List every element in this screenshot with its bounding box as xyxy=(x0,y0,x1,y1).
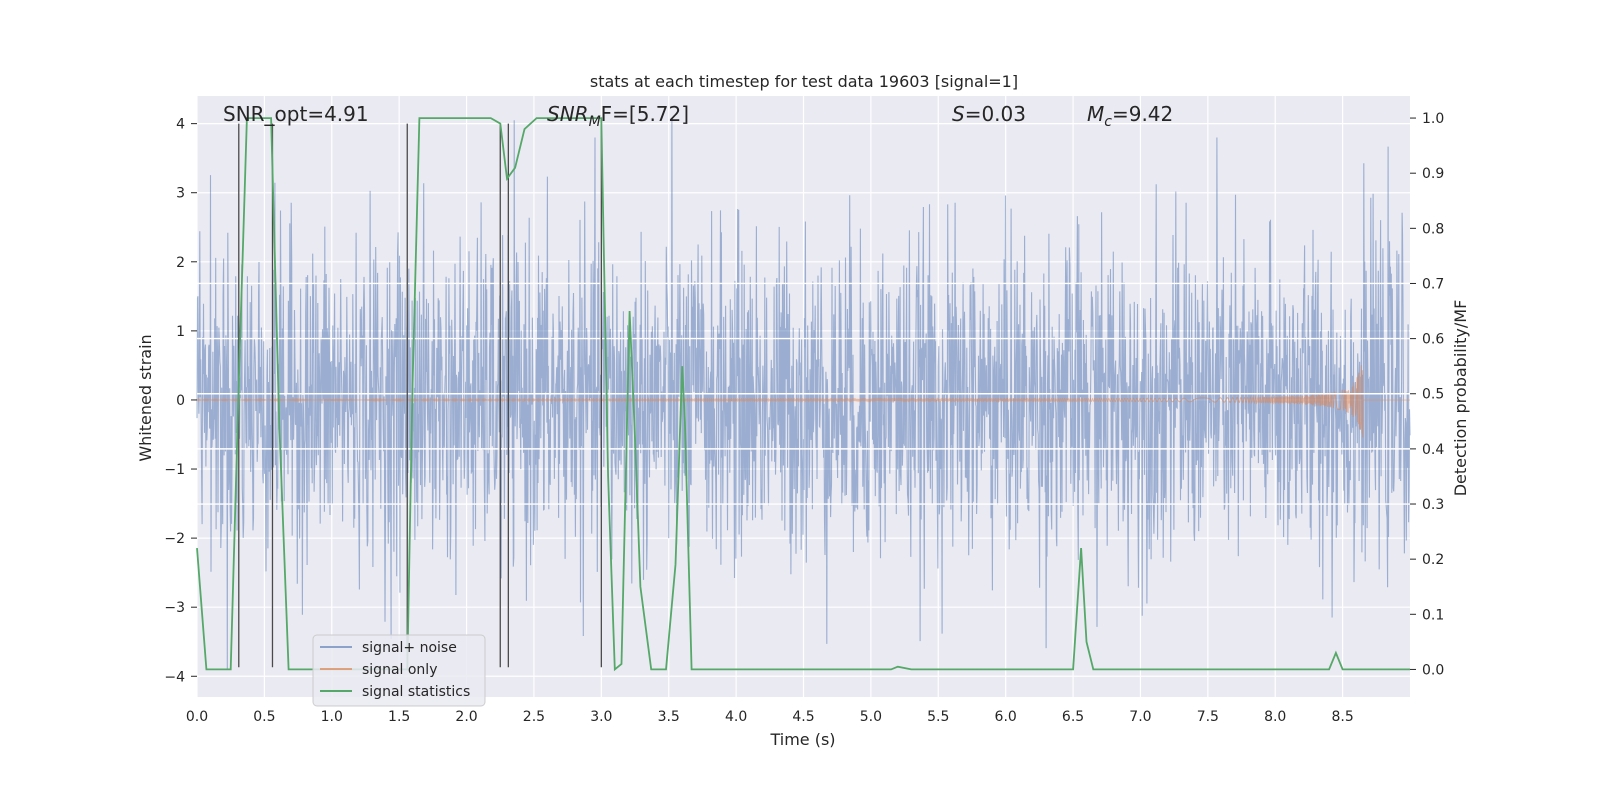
x-tick-label: 5.0 xyxy=(860,709,882,725)
x-tick-label: 4.0 xyxy=(725,709,747,725)
legend-box xyxy=(312,634,486,707)
x-tick-label: 6.0 xyxy=(995,709,1017,725)
mc-subscript: c xyxy=(1104,114,1112,130)
x-tick-label: 3.5 xyxy=(658,709,680,725)
y-tick-label: −2 xyxy=(164,531,185,547)
x-tick-label: 2.5 xyxy=(523,709,545,725)
y-right-tick-label: 0.1 xyxy=(1422,607,1444,623)
y-right-tick-label: 1.0 xyxy=(1422,111,1444,127)
y-right-tick-label: 0.6 xyxy=(1422,332,1444,348)
snr-mf-main: SNR xyxy=(547,102,589,126)
y-axis-right-ticks: 1.0 0.9 0.8 0.7 0.6 0.5 0.4 0.3 0.2 0.1 0.0 xyxy=(1410,111,1444,678)
y-tick-label: 3 xyxy=(176,186,185,202)
noise-trace xyxy=(196,120,1411,669)
x-tick-label: 6.5 xyxy=(1062,709,1084,725)
s-variable: S xyxy=(952,102,965,126)
horizontal-reference-lines xyxy=(197,282,1410,505)
s-value: =0.03 xyxy=(965,102,1026,126)
statistics-trace xyxy=(196,117,1410,672)
y-right-tick-label: 0.7 xyxy=(1422,276,1444,292)
x-tick-label: 1.0 xyxy=(321,709,343,725)
y-tick-label: 4 xyxy=(176,117,185,133)
y-right-tick-label: 0.9 xyxy=(1422,166,1444,182)
signal-plus-noise-series xyxy=(196,120,1411,669)
snr-mf-subscript: M xyxy=(589,114,601,130)
legend-label-noise: signal+ noise xyxy=(362,640,457,656)
chart-title: stats at each timestep for test data 196… xyxy=(590,72,1018,91)
y-right-tick-label: 0.2 xyxy=(1422,552,1444,568)
snr-mf-annotation: SNRMF=[5.72] xyxy=(547,102,689,130)
x-tick-label: 5.5 xyxy=(927,709,949,725)
x-tick-label: 7.0 xyxy=(1129,709,1151,725)
signal-statistics-series xyxy=(196,117,1410,672)
x-tick-label: 0.0 xyxy=(186,709,208,725)
x-tick-label: 8.5 xyxy=(1331,709,1353,725)
legend-label-signal: signal only xyxy=(362,662,437,678)
signal-trace xyxy=(196,365,1410,438)
snr-mf-value: F=[5.72] xyxy=(601,102,689,126)
y-right-tick-label: 0.5 xyxy=(1422,387,1444,403)
y-axis-ticks: 4 3 2 1 0 −1 −2 −3 −4 xyxy=(164,117,197,685)
grid-lines xyxy=(196,96,1410,697)
y-axis-label: Whitened strain xyxy=(136,334,155,461)
mc-annotation: Mc=9.42 xyxy=(1087,102,1173,130)
y-right-tick-label: 0.8 xyxy=(1422,221,1444,237)
y-tick-label: 0 xyxy=(176,393,185,409)
x-tick-label: 4.5 xyxy=(792,709,814,725)
x-tick-label: 8.0 xyxy=(1264,709,1286,725)
y-tick-label: −4 xyxy=(164,669,185,685)
x-axis-label: Time (s) xyxy=(769,730,835,749)
y-tick-label: −3 xyxy=(164,600,185,616)
x-tick-label: 0.5 xyxy=(253,709,275,725)
mc-variable: M xyxy=(1087,102,1104,126)
x-tick-label: 2.0 xyxy=(455,709,477,725)
y-tick-label: 1 xyxy=(176,324,185,340)
x-tick-label: 1.5 xyxy=(388,709,410,725)
signal-only-series xyxy=(196,365,1410,438)
y-right-tick-label: 0.4 xyxy=(1422,442,1444,458)
y-axis-right-label: Detection probability/MF xyxy=(1451,300,1470,497)
legend: signal+ noise signal only signal statist… xyxy=(312,634,486,707)
y-right-tick-label: 0.3 xyxy=(1422,497,1444,513)
x-axis-ticks: 0.0 0.5 1.0 1.5 2.0 2.5 3.0 3.5 4.0 4.5 5.0 5.5 6.0 6… xyxy=(186,709,1354,725)
s-annotation: S=0.03 xyxy=(952,102,1026,126)
x-tick-label: 3.0 xyxy=(590,709,612,725)
y-tick-label: −1 xyxy=(164,462,185,478)
snr-opt-annotation: SNR_opt=4.91 xyxy=(223,102,369,126)
y-right-tick-label: 0.0 xyxy=(1422,662,1444,678)
y-tick-label: 2 xyxy=(176,255,185,271)
legend-label-statistics: signal statistics xyxy=(362,684,470,700)
x-tick-label: 7.5 xyxy=(1197,709,1219,725)
mc-value: =9.42 xyxy=(1112,102,1173,126)
